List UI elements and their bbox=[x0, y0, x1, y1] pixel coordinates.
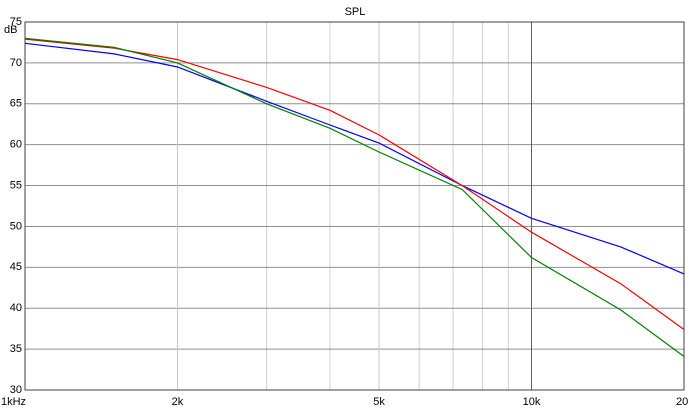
y-tick-label: 40 bbox=[10, 302, 22, 314]
series-line bbox=[24, 37, 685, 357]
y-tick-label: 50 bbox=[10, 220, 22, 232]
y-tick-label: 75 bbox=[10, 16, 22, 28]
y-tick-label: 65 bbox=[10, 98, 22, 110]
plot-border bbox=[24, 21, 685, 391]
y-tick-label: 70 bbox=[10, 57, 22, 69]
y-tick-label: 35 bbox=[10, 343, 22, 355]
y-tick-label: 45 bbox=[10, 261, 22, 273]
series-line bbox=[24, 38, 685, 330]
x-tick-label: 10k bbox=[523, 396, 541, 408]
x-tick-label: 5k bbox=[373, 396, 385, 408]
chart-title: SPL bbox=[345, 6, 366, 18]
series-line bbox=[24, 42, 685, 275]
x-tick-label: 2k bbox=[172, 396, 184, 408]
y-tick-label: 55 bbox=[10, 179, 22, 191]
y-tick-label: 60 bbox=[10, 139, 22, 151]
y-tick-label: 30 bbox=[10, 384, 22, 396]
x-tick-label: 1kHz bbox=[1, 396, 26, 408]
plot-area bbox=[25, 22, 684, 390]
y-axis-label: dB bbox=[4, 24, 17, 36]
x-tick-label: 20k bbox=[676, 396, 689, 408]
